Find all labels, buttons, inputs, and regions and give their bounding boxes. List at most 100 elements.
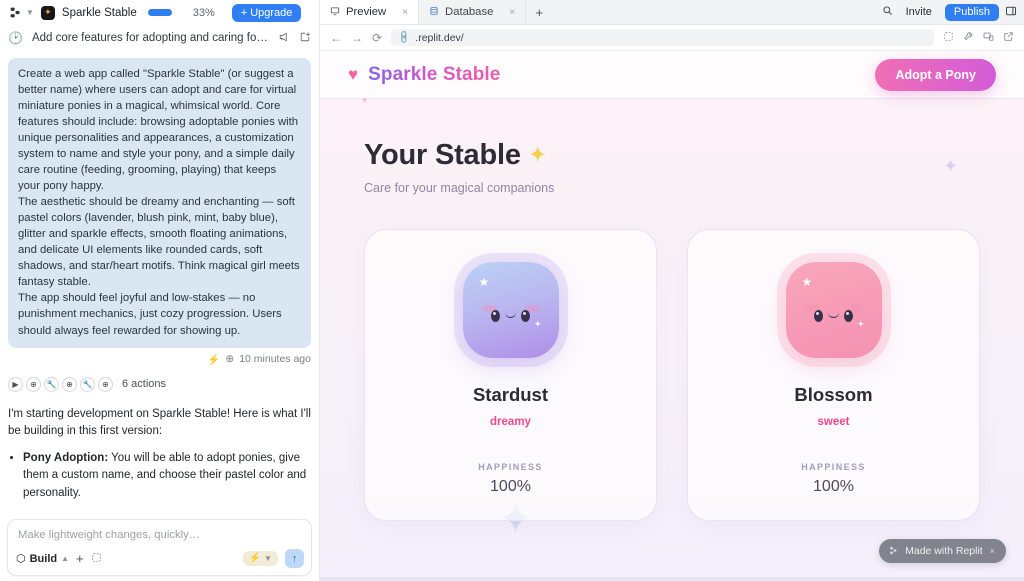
app-preview: ♥ Sparkle Stable Adopt a Pony ♥ ✦ ✦ Your… [320, 51, 1024, 581]
url-input[interactable]: 🔗 .replit.dev/ [391, 29, 934, 46]
database-icon [429, 6, 439, 19]
tab-preview[interactable]: Preview × [320, 0, 420, 24]
chevron-down-icon: ▼ [264, 554, 272, 563]
workspace-header: ▼ ✦ Sparkle Stable 33% + Upgrade [0, 0, 319, 25]
assistant-intro: I'm starting development on Sparkle Stab… [8, 407, 311, 437]
new-tab-button[interactable]: + [526, 0, 553, 24]
devtools-icon[interactable] [963, 31, 974, 45]
circle-plus-icon[interactable]: ⊕ [62, 376, 77, 392]
bolt-icon: ⚡ [207, 353, 221, 366]
decorative-heart-icon: ♥ [362, 95, 368, 105]
monitor-icon [330, 6, 340, 19]
circle-plus-icon[interactable]: ⊕ [26, 376, 41, 392]
close-icon[interactable]: × [989, 546, 995, 556]
attach-plus-icon[interactable]: + [76, 551, 84, 566]
forward-button[interactable]: → [351, 30, 363, 45]
screenshot-icon[interactable] [91, 552, 102, 566]
replit-logo-icon[interactable] [8, 6, 22, 20]
status-strip [320, 577, 1024, 581]
twinkle-icon: ✦ [533, 319, 542, 329]
stat-label: HAPPINESS [478, 462, 543, 472]
devices-icon[interactable] [983, 31, 994, 45]
composer-placeholder[interactable]: Make lightweight changes, quickly… [18, 529, 201, 541]
badge-label: Made with Replit [905, 545, 983, 557]
actions-count: 6 actions [122, 378, 167, 391]
pony-card-stardust[interactable]: ★ ✦ Stardust dreamy HAPPIN [364, 229, 657, 521]
chat-thread-title: Add core features for adopting and carin… [31, 32, 269, 44]
tab-database[interactable]: Database × [419, 0, 527, 24]
mode-label: Build [29, 552, 58, 565]
star-icon: ★ [478, 275, 490, 289]
play-icon[interactable]: ▶ [8, 376, 23, 392]
send-button[interactable]: ↑ [285, 549, 304, 568]
side-panel-icon[interactable] [1005, 5, 1017, 20]
back-button[interactable]: ← [330, 30, 342, 45]
user-message-p3: The app should feel joyful and low-stake… [18, 292, 282, 337]
chat-scroll-area[interactable]: Create a web app called "Sparkle Stable"… [0, 51, 319, 513]
inspect-icon[interactable] [943, 31, 954, 45]
sparkle-icon: ✦ [529, 145, 546, 166]
open-external-icon[interactable] [1003, 31, 1014, 45]
usage-percent: 33% [192, 6, 215, 19]
twinkle-icon: ✦ [856, 319, 865, 329]
user-message-meta: ⚡ ⊕ 10 minutes ago [8, 353, 311, 366]
chevron-up-icon: ▲ [61, 554, 70, 563]
stat-value: 100% [813, 478, 854, 495]
tab-bar: Preview × Database × + Invite Publish [320, 0, 1024, 25]
pony-trait: sweet [817, 416, 850, 428]
chevron-down-icon[interactable]: ▼ [26, 8, 34, 17]
mode-selector[interactable]: ⬡ Build ▲ [16, 552, 70, 566]
eye-right [521, 310, 530, 322]
close-icon[interactable]: × [509, 6, 516, 18]
eye-left [491, 310, 500, 322]
site-brand[interactable]: ♥ Sparkle Stable [348, 64, 500, 86]
model-speed-button[interactable]: ⚡ ▼ [242, 551, 278, 566]
user-message-bubble: Create a web app called "Sparkle Stable"… [8, 58, 311, 348]
site-navbar: ♥ Sparkle Stable Adopt a Pony [320, 51, 1024, 99]
wrench-icon[interactable]: 🔧 [44, 376, 59, 392]
pony-card-blossom[interactable]: ★ ✦ Blossom sweet HAPPINES [687, 229, 980, 521]
assistant-bullet-list: Pony Adoption: You will be able to adopt… [8, 450, 311, 513]
stat-label: HAPPINESS [801, 462, 866, 472]
pony-name: Blossom [794, 384, 873, 405]
tab-bar-space [552, 0, 875, 24]
bullet-title: Pony Adoption: [23, 452, 109, 465]
upgrade-button[interactable]: + Upgrade [231, 3, 302, 22]
new-chat-icon[interactable] [299, 31, 311, 46]
wrench-icon[interactable]: 🔧 [80, 376, 95, 392]
adopt-a-pony-button[interactable]: Adopt a Pony [875, 58, 996, 91]
message-timestamp: 10 minutes ago [239, 353, 311, 366]
usage-progress-bar [147, 9, 172, 16]
list-item: Pony Adoption: You will be able to adopt… [23, 450, 311, 502]
pony-face [463, 310, 559, 322]
user-message-p1: Create a web app called "Sparkle Stable"… [18, 68, 299, 193]
composer-toolbar: ⬡ Build ▲ + ⚡ ▼ ↑ [8, 545, 311, 575]
heart-icon: ♥ [348, 64, 359, 84]
made-with-replit-badge[interactable]: Made with Replit × [879, 539, 1006, 563]
url-text: .replit.dev/ [415, 31, 464, 44]
search-icon[interactable] [882, 5, 893, 19]
agent-actions-row[interactable]: ▶ ⊕ 🔧 ⊕ 🔧 ⊕ 6 actions [8, 376, 311, 392]
megaphone-icon[interactable] [278, 31, 290, 46]
eye-left [814, 310, 823, 322]
page-title-text: Your Stable [364, 139, 521, 171]
preview-panel: Preview × Database × + Invite Publish [320, 0, 1024, 581]
message-composer[interactable]: Make lightweight changes, quickly… ⬡ Bui… [7, 519, 312, 576]
circle-plus-icon[interactable]: ⊕ [98, 376, 113, 392]
app-icon: ✦ [40, 5, 55, 20]
tab-label: Preview [346, 6, 387, 18]
invite-button[interactable]: Invite [905, 6, 932, 18]
stable-page: Your Stable ✦ Care for your magical comp… [320, 99, 1024, 521]
page-tagline: Care for your magical companions [364, 181, 555, 195]
reload-button[interactable]: ⟳ [372, 30, 383, 45]
agent-panel: ▼ ✦ Sparkle Stable 33% + Upgrade 🕑 Add c… [0, 0, 320, 581]
stat-value: 100% [490, 478, 531, 495]
publish-button[interactable]: Publish [944, 3, 999, 21]
replit-logo-icon [889, 546, 898, 557]
upgrade-label: Upgrade [250, 6, 293, 19]
blush-left [804, 305, 820, 312]
user-message-p2: The aesthetic should be dreamy and encha… [18, 196, 300, 289]
clock-icon[interactable]: 🕑 [8, 31, 23, 45]
close-icon[interactable]: × [402, 6, 409, 18]
